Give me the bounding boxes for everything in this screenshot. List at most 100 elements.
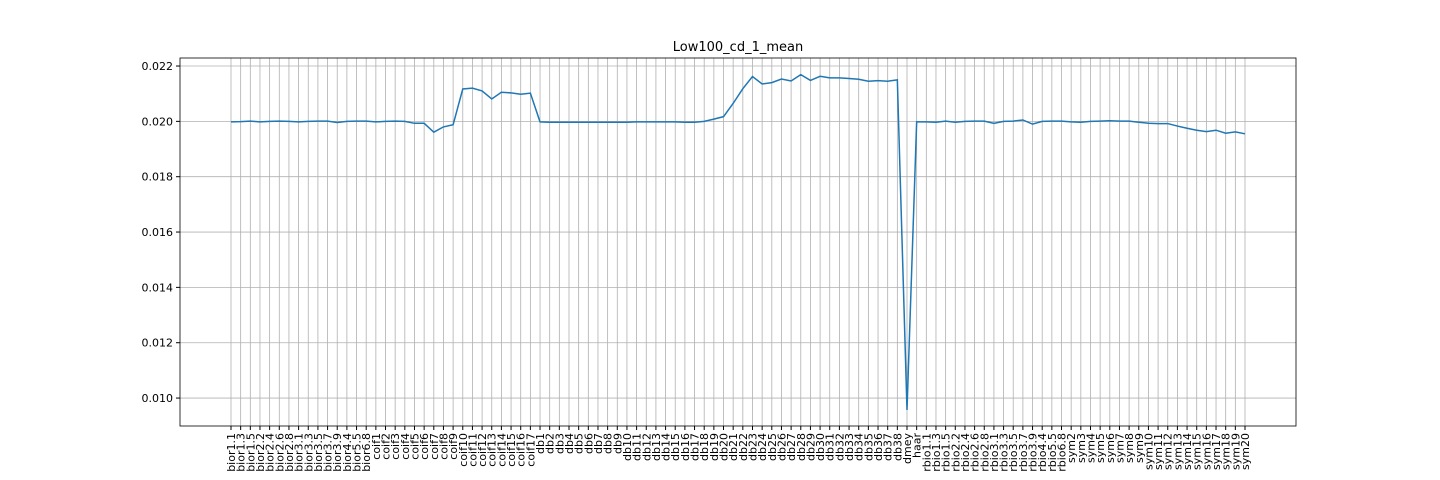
x-tick-label: rbio1.3 [930,433,943,472]
x-tick-label: bior1.5 [244,433,257,472]
x-tick-label: rbio3.9 [1027,433,1040,472]
x-tick-label: sym3 [1075,433,1088,463]
x-tick-label: db5 [573,433,586,454]
x-tick-label: rbio3.5 [1007,433,1020,472]
x-tick-label: bior3.7 [322,433,335,472]
y-tick-label: 0.014 [142,281,174,294]
x-tick-label: db28 [795,433,808,461]
x-tick-label: db11 [631,433,644,461]
x-tick-label: bior3.1 [293,433,306,472]
x-tick-label: sym16 [1200,433,1213,470]
x-tick-label: db22 [737,433,750,461]
x-tick-label: bior3.9 [331,433,344,472]
x-tick-label: haar [911,433,924,458]
x-tick-label: db35 [862,433,875,461]
x-tick-label: db13 [650,433,663,461]
x-tick-label: bior1.1 [225,433,238,472]
x-tick-label: db37 [882,433,895,461]
x-tick-label: db7 [592,433,605,454]
x-tick-label: db4 [563,433,576,454]
x-tick-label: db31 [824,433,837,461]
x-tick-label: sym4 [1084,433,1097,463]
x-tick-label: bior4.4 [341,433,354,472]
chart-title: Low100_cd_1_mean [673,40,803,55]
x-tick-label: sym9 [1133,433,1146,463]
x-tick-label: coif12 [476,433,489,467]
x-tick-label: coif7 [428,433,441,460]
x-tick-label: db15 [669,433,682,461]
y-tick-label: 0.022 [142,60,174,73]
x-tick-label: sym19 [1229,433,1242,470]
x-tick-label: db9 [611,433,624,454]
x-tick-label: db6 [582,433,595,454]
x-tick-label: db23 [746,433,759,461]
x-tick-label: rbio2.6 [969,433,982,472]
x-tick-label: db1 [534,433,547,454]
x-tick-label: db17 [689,433,702,461]
plot-frame [179,57,1297,427]
x-tick-label: rbio5.5 [1046,433,1059,472]
x-tick-label: coif15 [505,433,518,467]
x-tick-label: db10 [621,433,634,461]
x-tick-label: sym2 [1065,433,1078,463]
x-tick-label: coif10 [457,433,470,467]
x-tick-label: db30 [814,433,827,461]
x-tick-label: db14 [660,433,673,461]
data-line [230,73,1246,410]
x-tick-label: coif17 [524,433,537,467]
y-tick-label: 0.018 [142,171,174,184]
x-tick-label: db34 [853,433,866,461]
x-tick-label: db27 [785,433,798,461]
x-tick-label: coif6 [418,433,431,460]
x-tick-label: db21 [727,433,740,461]
x-tick-label: bior3.3 [302,433,315,472]
x-tick-label: sym14 [1181,433,1194,470]
x-tick-label: sym13 [1171,433,1184,470]
x-tick-label: rbio3.3 [998,433,1011,472]
y-tick-label: 0.016 [142,226,174,239]
x-tick-label: bior3.5 [312,433,325,472]
x-tick-label: coif5 [408,433,421,460]
x-tick-label: rbio2.4 [959,433,972,472]
x-tick-label: db29 [804,433,817,461]
y-tick-label: 0.012 [142,337,174,350]
x-tick-label: sym6 [1104,433,1117,463]
x-tick-label: coif2 [380,433,393,460]
x-tick-label: sym15 [1191,433,1204,470]
x-tick-label: bior5.5 [351,433,364,472]
x-tick-label: db18 [698,433,711,461]
x-tick-label: coif13 [486,433,499,467]
x-tick-label: bior2.2 [254,433,267,472]
x-tick-label: sym11 [1152,433,1165,470]
x-tick-label: db33 [843,433,856,461]
x-tick-label: db25 [766,433,779,461]
x-tick-label: db32 [833,433,846,461]
x-tick-label: bior2.6 [273,433,286,472]
x-tick-label: rbio1.1 [920,433,933,472]
x-tick-label: sym20 [1239,433,1252,470]
x-tick-label: rbio6.8 [1056,433,1069,472]
x-tick-label: sym17 [1210,433,1223,470]
x-tick-label: sym5 [1094,433,1107,463]
x-tick-label: db26 [775,433,788,461]
x-tick-label: db16 [679,433,692,461]
x-tick-label: dmey [901,433,914,464]
x-tick-label: rbio3.7 [1017,433,1030,472]
x-tick-label: sym18 [1220,433,1233,470]
x-tick-label: sym7 [1113,433,1126,463]
x-tick-label: rbio4.4 [1036,433,1049,472]
x-tick-label: db8 [602,433,615,454]
x-tick-label: coif8 [437,433,450,460]
x-tick-label: sym12 [1162,433,1175,470]
x-tick-label: rbio3.1 [988,433,1001,472]
x-tick-label: bior2.8 [283,433,296,472]
x-tick-label: db19 [708,433,721,461]
x-tick-label: coif14 [495,433,508,467]
x-tick-label: db24 [756,433,769,461]
x-tick-label: db38 [891,433,904,461]
x-tick-label: bior1.3 [235,433,248,472]
x-tick-label: db36 [872,433,885,461]
x-tick-label: db3 [553,433,566,454]
